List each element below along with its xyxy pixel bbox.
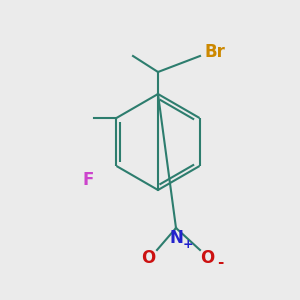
Text: F: F [82, 171, 94, 189]
Text: O: O [200, 249, 214, 267]
Text: -: - [217, 256, 223, 271]
Text: +: + [183, 238, 193, 251]
Text: Br: Br [204, 43, 225, 61]
Text: N: N [169, 229, 183, 247]
Text: O: O [141, 249, 155, 267]
